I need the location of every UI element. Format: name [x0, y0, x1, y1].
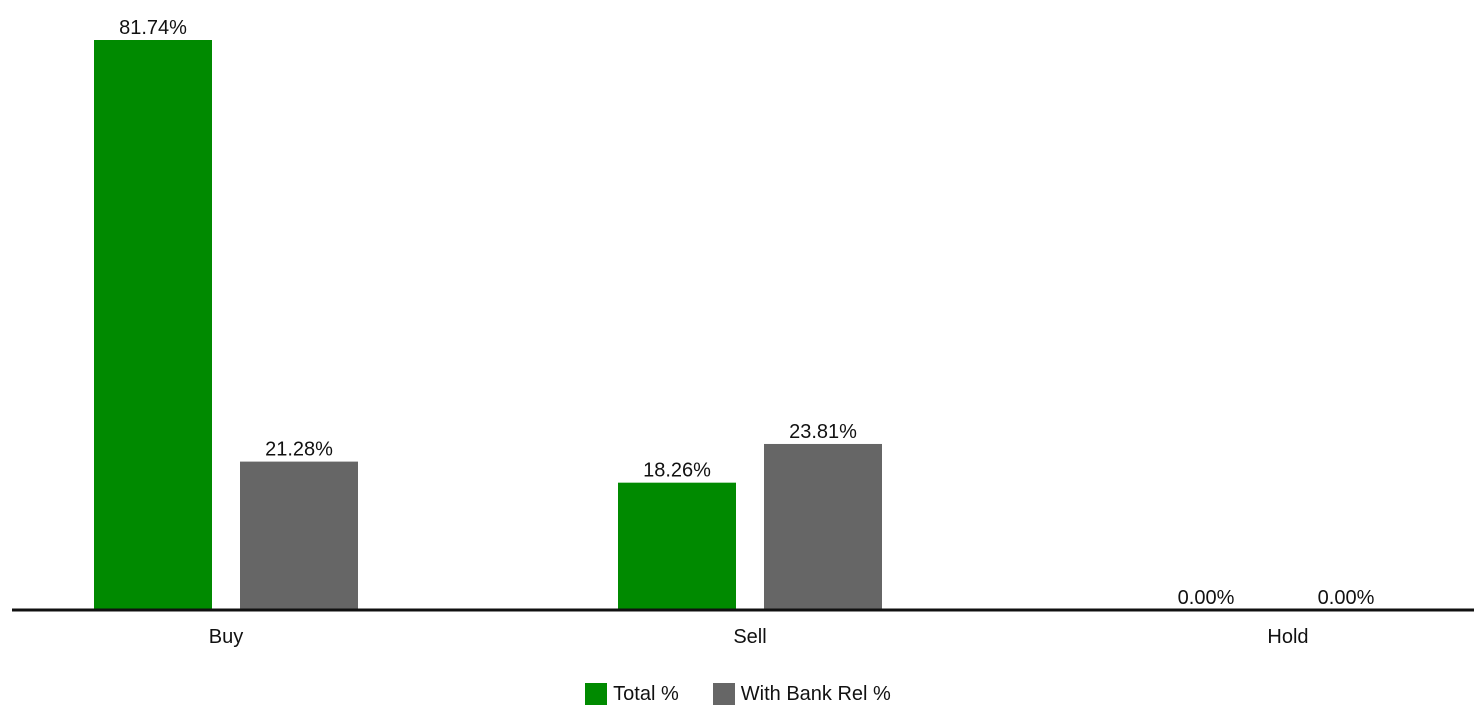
legend: Total % With Bank Rel %: [0, 682, 1476, 706]
bar-sell-series-0[interactable]: [618, 482, 736, 610]
legend-item-total[interactable]: Total %: [585, 682, 679, 706]
data-label-sell-series-0: 18.26%: [643, 460, 711, 482]
x-tick-label-hold: Hold: [1267, 626, 1308, 648]
data-label-buy-series-1: 21.28%: [265, 439, 333, 461]
legend-item-with-bank-rel[interactable]: With Bank Rel %: [712, 682, 891, 706]
legend-label-with-bank-rel: With Bank Rel %: [740, 683, 891, 705]
x-tick-label-sell: Sell: [733, 626, 766, 648]
data-label-buy-series-0: 81.74%: [119, 17, 187, 39]
data-label-sell-series-1: 23.81%: [789, 421, 857, 443]
legend-swatch-total: [585, 683, 608, 705]
bar-buy-series-1[interactable]: [240, 461, 358, 610]
bar-sell-series-1[interactable]: [764, 443, 882, 610]
legend-swatch-with-bank-rel: [712, 683, 735, 705]
data-label-hold-series-0: 0.00%: [1178, 587, 1235, 609]
legend-label-total: Total %: [613, 683, 679, 705]
data-label-hold-series-1: 0.00%: [1318, 587, 1375, 609]
bar-buy-series-0[interactable]: [94, 40, 212, 610]
x-tick-label-buy: Buy: [209, 626, 243, 648]
